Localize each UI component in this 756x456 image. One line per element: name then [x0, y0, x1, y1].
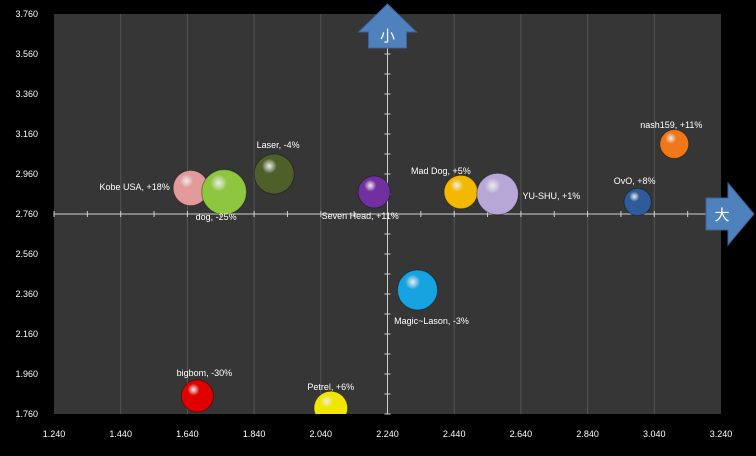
y-tick-label: 2.960	[15, 169, 38, 179]
bubble-label: nash159, +11%	[640, 120, 702, 130]
y-tick-label: 1.960	[15, 369, 38, 379]
x-tick-label: 2.240	[376, 429, 399, 439]
bubble	[397, 269, 439, 311]
x-tick-label: 2.840	[576, 429, 599, 439]
x-tick-label: 1.840	[243, 429, 266, 439]
bubble	[201, 169, 247, 215]
bubble-label: Magic~Lason, -3%	[394, 316, 469, 326]
x-tick-label: 3.240	[710, 429, 733, 439]
bubble	[180, 379, 214, 413]
right-arrow-shape	[705, 181, 755, 247]
y-tick-label: 2.160	[15, 329, 38, 339]
bubble-label: Petrel, +6%	[307, 382, 354, 392]
bubble-label: Laser, -4%	[257, 140, 300, 150]
bubble-label: Seven Head, +11%	[322, 211, 399, 221]
data-labels: TYSH, +2%nash159, +11%Laser, -4%Mad Dog,…	[99, 120, 702, 392]
x-tick-label: 3.040	[643, 429, 666, 439]
x-tick-label: 2.440	[443, 429, 466, 439]
axes	[53, 13, 722, 415]
x-tick-label: 1.440	[109, 429, 132, 439]
bubble	[313, 390, 349, 414]
y-tick-label: 2.360	[15, 289, 38, 299]
bubble	[476, 172, 519, 216]
bubble-label: bigbom, -30%	[177, 368, 233, 378]
bubble-label: Mad Dog, +5%	[411, 166, 471, 176]
bubble	[659, 129, 690, 159]
bubble	[443, 174, 479, 210]
bubble-label: dog, -25%	[196, 212, 237, 222]
y-tick-label: 3.560	[15, 49, 38, 59]
y-tick-label: 3.760	[15, 9, 38, 19]
tick-labels: 1.240 1.440 1.640 1.840 2.040 2.240 2.440 2.640…	[15, 9, 732, 439]
y-tick-label: 3.360	[15, 89, 38, 99]
bubble	[357, 175, 391, 209]
bubble	[623, 187, 652, 217]
y-tick-label: 2.560	[15, 249, 38, 259]
right-arrow-label: 大	[714, 207, 729, 224]
x-tick-label: 1.640	[176, 429, 199, 439]
y-tick-label: 1.760	[15, 409, 38, 419]
bubble-label: Kobe USA, +18%	[99, 182, 169, 192]
quadrant-arrows: 小大	[357, 3, 755, 247]
bubble-label: OvO, +8%	[614, 176, 656, 186]
x-tick-label: 1.240	[43, 429, 66, 439]
bubble-label: YU-SHU, +1%	[523, 191, 581, 201]
bubble	[253, 153, 295, 195]
x-tick-label: 2.640	[510, 429, 533, 439]
x-tick-label: 2.040	[310, 429, 333, 439]
y-tick-label: 2.760	[15, 209, 38, 219]
up-arrow-shape	[357, 3, 418, 49]
y-tick-label: 3.160	[15, 129, 38, 139]
up-arrow-label: 小	[380, 28, 395, 45]
bubbles	[172, 129, 690, 414]
